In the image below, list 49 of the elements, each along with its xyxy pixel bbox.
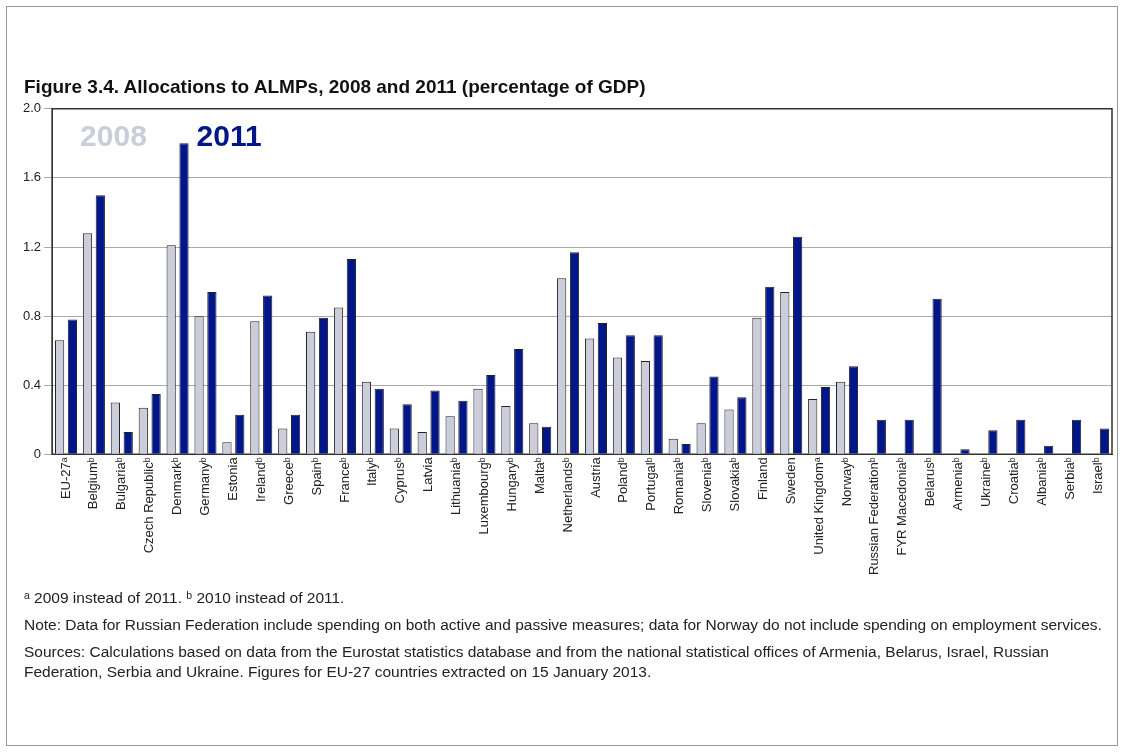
x-tick-label: Sweden: [782, 457, 798, 505]
x-tick-label: Spainᵇ: [308, 457, 324, 496]
x-tick-label: Sloveniaᵇ: [699, 457, 715, 513]
x-tick-label: Maltaᵇ: [531, 457, 547, 495]
x-tick-label: Belarusᵇ: [922, 457, 938, 507]
x-tick-label: Albaniaᵇ: [1033, 457, 1049, 506]
x-tick-label: Finland: [754, 457, 770, 501]
x-tick-label: Luxembourgᵇ: [475, 457, 491, 535]
y-tick-label: 0: [33, 445, 42, 461]
x-tick-label: EU-27ᵃ: [57, 457, 73, 500]
y-tick-label: 0.8: [22, 307, 42, 323]
x-tick-label: Israelᵇ: [1089, 457, 1105, 495]
y-tick-label: 2.0: [22, 100, 42, 116]
y-tick-label: 0.4: [22, 376, 42, 392]
x-tick-label: Estonia: [224, 456, 240, 501]
x-tick-label: Germanyᵇ: [197, 457, 213, 516]
x-tick-label: Serbiaᵇ: [1061, 457, 1077, 500]
x-tick-label: Norwayᵇ: [838, 457, 854, 507]
x-tick-label: Denmarkᵇ: [169, 457, 185, 516]
text: Note: Data for Russian Federation include spending on both active and passive measures; data for Norway do not include spending on employment services.: [24, 615, 1103, 635]
x-tick-label: United Kingdomᵃ: [810, 457, 826, 555]
x-tick-label: Cyprusᵇ: [392, 457, 408, 504]
x-tick-label: Belgiumᵇ: [85, 457, 101, 510]
x-tick-label: Italyᵇ: [364, 457, 380, 487]
x-tick-label: Armeniaᵇ: [950, 457, 966, 511]
x-tick-label: Portugalᵇ: [643, 457, 659, 511]
x-tick-label: Polandᵇ: [615, 457, 631, 503]
x-tick-label: Romaniaᵇ: [671, 457, 687, 515]
x-tick-label: Irelandᵇ: [252, 457, 268, 503]
x-tick-label: Slovakiaᵇ: [727, 457, 743, 512]
x-tick-label: Bulgariaᵇ: [113, 457, 129, 510]
x-tick-label: Netherlandsᵇ: [559, 457, 575, 533]
text: ᵃ 2009 instead of 2011. ᵇ 2010 instead of 2011.: [24, 588, 346, 608]
x-tick-label: Czech Republicᵇ: [141, 457, 157, 554]
y-tick-label: 1.2: [22, 238, 42, 254]
x-tick-label: Hungaryᵇ: [503, 457, 519, 512]
y-tick-label: 1.6: [22, 169, 42, 185]
chart-title: Figure 3.4. Allocations to ALMPs, 2008 and 2011 (percentage of GDP): [24, 76, 646, 98]
x-tick-label: Russian Federationᵇ: [866, 457, 882, 576]
x-tick-label: Franceᵇ: [336, 457, 352, 503]
x-tick-label: Latvia: [420, 456, 436, 493]
x-tick-label: Ukraineᵇ: [978, 457, 994, 508]
x-tick-label: Croatiaᵇ: [1005, 457, 1021, 505]
x-tick-label: FYR Macedoniaᵇ: [894, 457, 910, 556]
x-tick-label: Austria: [587, 456, 603, 498]
x-tick-label: Lithuaniaᵇ: [448, 457, 464, 516]
series-label: 2011: [196, 119, 262, 153]
x-tick-label: Greeceᵇ: [280, 457, 296, 505]
source-note: Sources: Calculations based on data from the Eurostat statistics database and from the national statistical offices of Armenia, Belarus, Israel, Russian Federation, Serbia and Ukraine. Figures for EU-27 countries extracted on 15 January 2013.: [24, 642, 1050, 682]
